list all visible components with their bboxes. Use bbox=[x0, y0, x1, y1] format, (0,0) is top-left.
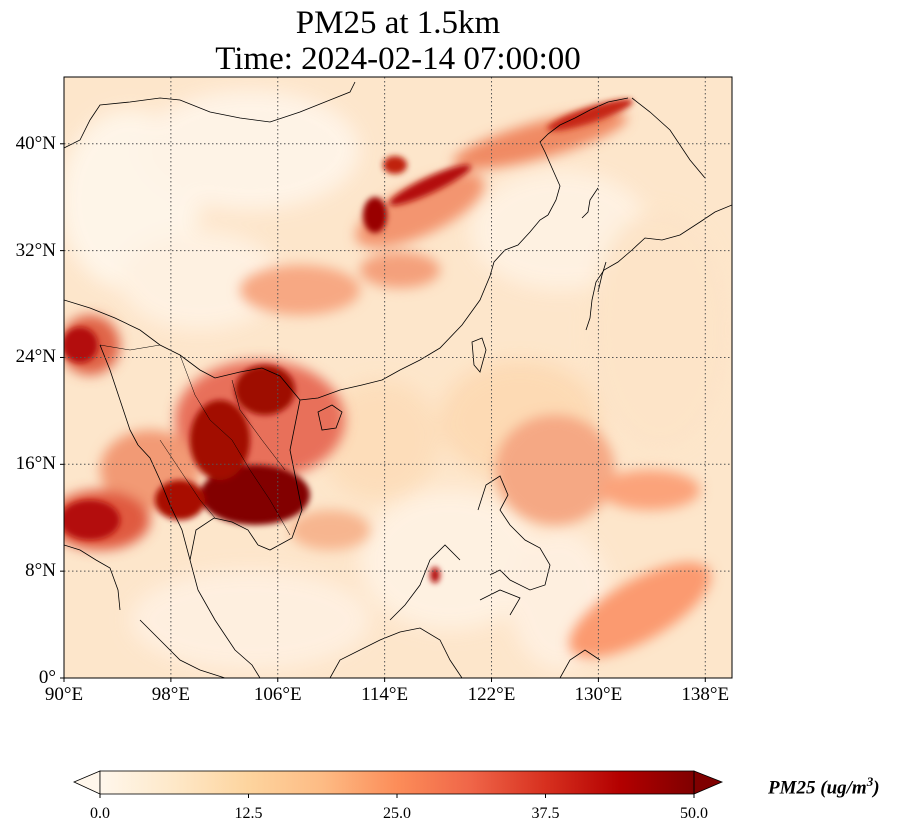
map-title-line1: PM25 at 1.5km bbox=[295, 5, 501, 41]
colorbar-tick-label: 25.0 bbox=[383, 805, 411, 822]
lon-tick-label: 90°E bbox=[44, 684, 84, 705]
lat-tick-label: 8°N bbox=[25, 560, 56, 582]
map-title-line2: Time: 2024-02-14 07:00:00 bbox=[215, 41, 581, 77]
colorbar-extend-min bbox=[73, 770, 101, 795]
lon-tick-label: 130°E bbox=[574, 684, 623, 705]
map-frame bbox=[63, 76, 733, 679]
lon-tick-label: 106°E bbox=[253, 684, 302, 705]
lon-tick-label: 138°E bbox=[681, 684, 730, 705]
coastlines bbox=[64, 81, 732, 678]
colorbar-tick-label: 37.5 bbox=[531, 805, 560, 822]
lat-tick-label: 16°N bbox=[15, 453, 56, 475]
colorbar-extend-max bbox=[693, 770, 724, 795]
lon-tick-label: 122°E bbox=[467, 684, 516, 705]
lat-tick-label: 24°N bbox=[15, 346, 56, 368]
country-borders bbox=[99, 344, 291, 536]
colorbar-label: PM25 (ug/m3) bbox=[768, 774, 880, 799]
lon-tick-label: 114°E bbox=[361, 684, 409, 705]
colorbar-gradient bbox=[100, 771, 694, 794]
colorbar-tick-label: 0.0 bbox=[90, 805, 110, 822]
pm25-field bbox=[64, 77, 732, 678]
colorbar-tick-label: 12.5 bbox=[234, 805, 263, 822]
axis-ticks bbox=[60, 143, 706, 682]
lat-tick-label: 32°N bbox=[15, 239, 56, 261]
lat-tick-label: 40°N bbox=[15, 132, 56, 154]
lon-tick-label: 98°E bbox=[151, 684, 190, 705]
lat-tick-label: 0° bbox=[38, 667, 56, 688]
colorbar-tick-label: 50.0 bbox=[680, 805, 708, 822]
colorbar bbox=[73, 770, 724, 798]
